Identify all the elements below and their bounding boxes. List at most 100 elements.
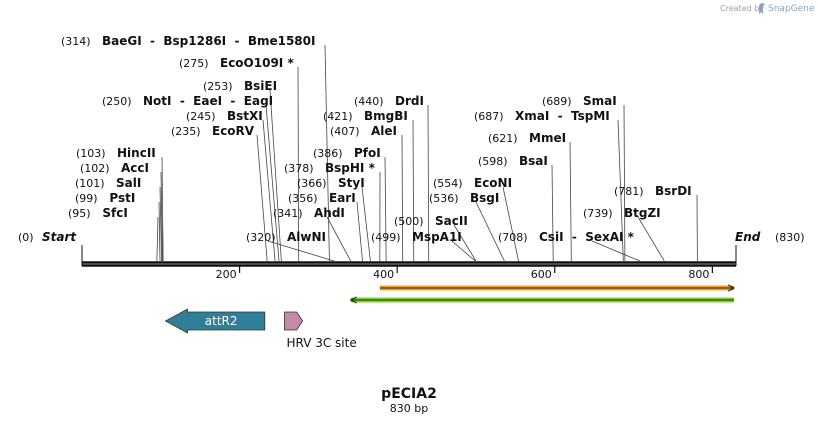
start-label: Start [42,230,77,244]
site-name-eari: EarI [329,191,356,205]
site-label-alwni[interactable]: (320) AlwNI [246,230,326,244]
site-name-bsiei: BsiEI [244,79,277,93]
site-line-ecorv [256,134,268,262]
tick-label-600: 600 [531,268,552,281]
site-label-styi[interactable]: (366) StyI [297,176,365,190]
site-label-ahdi[interactable]: (341) AhdI [273,206,345,220]
features: attR2 HRV 3C site [164,308,357,350]
credit-brand[interactable]: SnapGene [768,4,815,14]
site-label-sfci[interactable]: (95) SfcI [68,206,128,220]
site-label-drdi[interactable]: (440) DrdI [354,94,424,108]
site-position-noti: (250) [102,95,132,108]
site-label-smai[interactable]: (689) SmaI [542,94,617,108]
site-label-ecoo109i[interactable]: (275) EcoO109I * [179,56,294,70]
map-length: 830 bp [390,402,428,415]
site-name-ecoo109i: EcoO109I * [220,56,294,70]
site-position-drdi: (440) [354,95,384,108]
site-line-bsai [551,164,554,262]
site-name-sali: SalI [116,176,141,190]
site-label-bsrdi[interactable]: (781) BsrDI [614,184,692,198]
site-name-ecorv: EcoRV [212,124,255,138]
site-labels: (95) SfcI (99) PstI (101) SalI (102) AccI (103) H… [61,34,692,244]
site-line-sacii [453,224,477,262]
site-position-ecoo109i: (275) [179,57,209,70]
site-position-psti: (99) [75,192,98,205]
site-label-ecorv[interactable]: (235) EcoRV [171,124,255,138]
end-label: End [735,230,761,244]
site-label-sali[interactable]: (101) SalI [75,176,141,190]
site-name-noti: NotI - EaeI - EagI [143,94,273,108]
site-name-sacii: SacII [435,214,468,228]
site-position-bsphi: (378) [284,162,314,175]
site-line-sali [159,186,162,262]
site-label-hincii[interactable]: (103) HincII [76,146,156,160]
feature-hrv3c-arrow[interactable] [284,311,304,331]
site-label-mmei[interactable]: (621) MmeI [488,131,566,145]
site-line-bmgbi [412,119,415,262]
site-name-pfoi: PfoI [354,146,381,160]
site-position-bmgbi: (421) [323,110,353,123]
site-position-bsrdi: (781) [614,185,644,198]
orf-bars [349,284,736,304]
site-lines [156,44,698,262]
site-label-csii[interactable]: (708) CsiI - SexAI * [498,230,635,244]
snapgene-logo-icon [759,3,765,14]
site-line-xmai [617,119,624,262]
site-name-alwni: AlwNI [287,230,326,244]
site-line-psti [158,201,161,262]
site-position-alwni: (320) [246,231,276,244]
site-label-bstxi[interactable]: (245) BstXI [186,109,263,123]
site-label-acci[interactable]: (102) AccI [80,161,149,175]
site-name-mmei: MmeI [529,131,566,145]
site-label-sacii[interactable]: (500) SacII [394,214,468,228]
site-position-alei: (407) [330,125,360,138]
site-line-ahdi [326,216,352,262]
site-position-styi: (366) [297,177,327,190]
start-position: (0) [18,231,34,244]
site-name-sfci: SfcI [102,206,127,220]
site-label-psti[interactable]: (99) PstI [75,191,135,205]
site-label-bsgi[interactable]: (536) BsgI [429,191,499,205]
site-name-acci: AccI [121,161,149,175]
orf-reverse-arrowhead [349,296,357,304]
end-position: (830) [775,231,805,244]
site-name-bsgi: BsgI [470,191,499,205]
site-name-alei: AleI [371,124,397,138]
site-name-bmgbi: BmgBI [364,109,408,123]
site-position-sfci: (95) [68,207,91,220]
site-label-xmai[interactable]: (687) XmaI - TspMI [474,109,610,123]
site-label-eari[interactable]: (356) EarI [288,191,356,205]
site-name-bsrdi: BsrDI [655,184,692,198]
site-label-btgzi[interactable]: (739) BtgZI [583,206,661,220]
site-name-csii: CsiI - SexAI * [539,230,635,244]
site-line-noti [265,104,280,262]
site-name-bsphi: BspHI * [325,161,376,175]
site-label-bmgbi[interactable]: (421) BmgBI [323,109,408,123]
orf-forward-arrowhead [727,284,736,292]
site-label-mspa1i[interactable]: (499) MspA1I [371,230,462,244]
site-position-bsgi: (536) [429,192,459,205]
site-label-alei[interactable]: (407) AleI [330,124,397,138]
site-line-styi [361,186,371,262]
site-name-ahdi: AhdI [314,206,345,220]
site-position-sacii: (500) [394,215,424,228]
site-line-bsgi [475,201,505,262]
site-label-econi[interactable]: (554) EcoNI [433,176,512,190]
site-line-baegi [324,44,330,262]
site-label-noti[interactable]: (250) NotI - EaeI - EagI [102,94,273,108]
site-line-alwni [267,240,335,262]
site-line-smai [623,104,626,262]
site-label-bsiei[interactable]: (253) BsiEI [203,79,277,93]
site-position-mmei: (621) [488,132,518,145]
site-position-btgzi: (739) [583,207,613,220]
site-label-bsphi[interactable]: (378) BspHI * [284,161,376,175]
site-name-btgzi: BtgZI [624,206,661,220]
feature-attr2-arrow[interactable] [164,308,266,334]
site-name-styi: StyI [338,176,365,190]
site-line-acci [160,171,163,262]
site-label-bsai[interactable]: (598) BsaI [478,154,548,168]
site-label-pfoi[interactable]: (386) PfoI [313,146,381,160]
site-label-baegi[interactable]: (314) BaeGI - Bsp1286I - Bme1580I [61,34,315,48]
site-name-psti: PstI [109,191,135,205]
